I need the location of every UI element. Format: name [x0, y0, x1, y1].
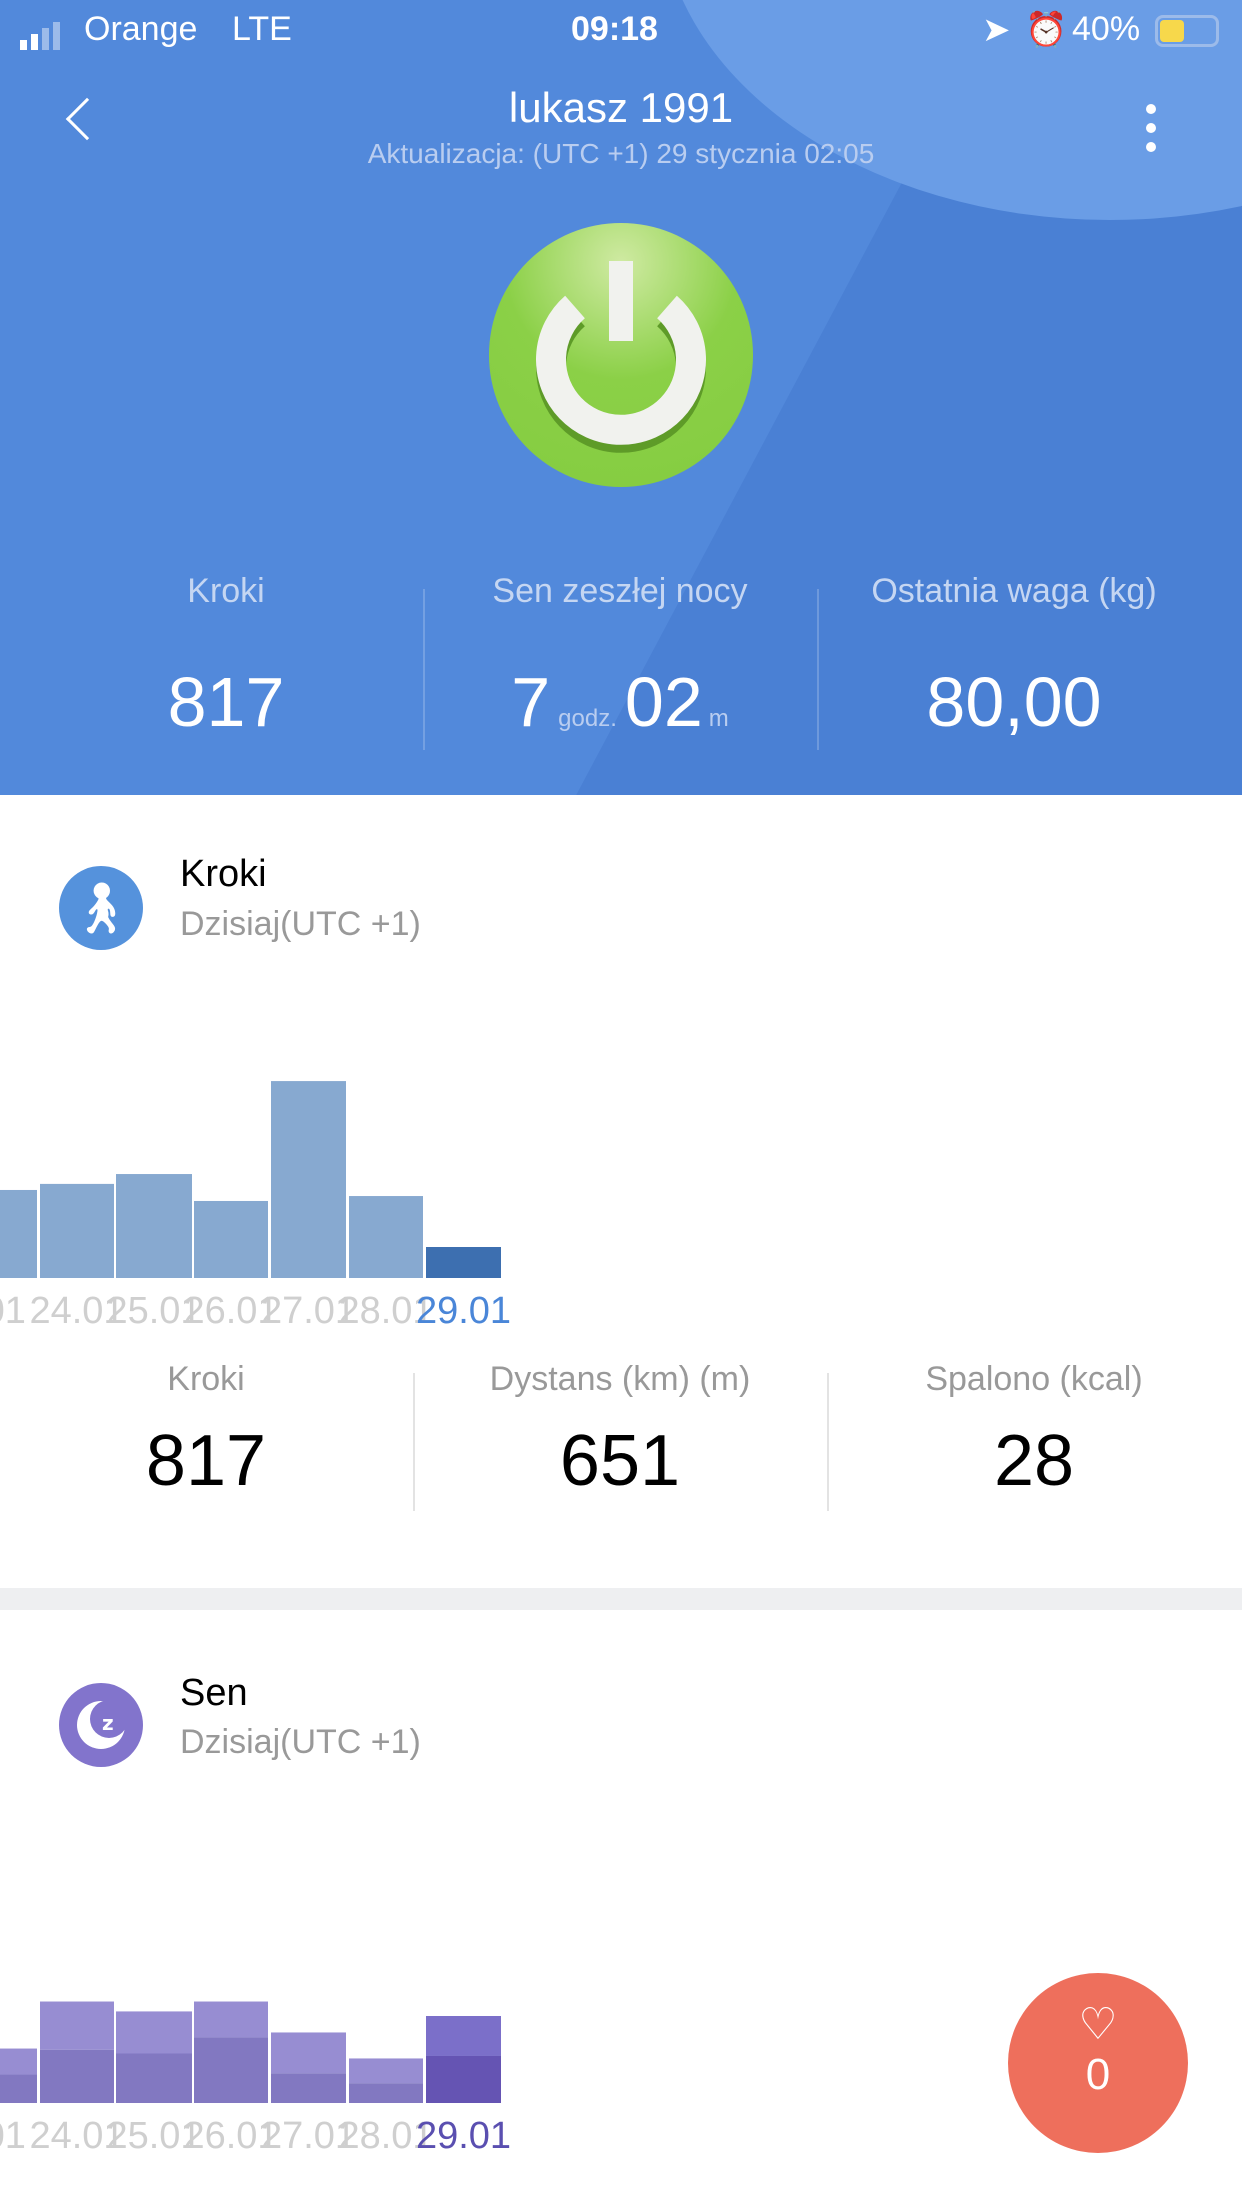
tick-label: 26.01	[183, 2115, 278, 2157]
sleep-deep-bar-27.01	[271, 2073, 346, 2103]
sleep-hours: 7	[511, 663, 551, 741]
sleep-deep-bar-24.01	[40, 2049, 114, 2103]
carrier: Orange	[84, 10, 198, 48]
sleep-deep-bar-28.01	[349, 2083, 423, 2103]
sleep-card-title: Sen	[180, 1672, 248, 1714]
tick-label: 25.01	[106, 1290, 201, 1332]
sleep-deep-bar-25.01	[116, 2053, 192, 2103]
sleep-deep-bar-26.01	[194, 2037, 268, 2103]
tick-label: 25.01	[106, 2115, 201, 2157]
steps-bar-23.01	[0, 1189, 37, 1278]
sleep-light-bar-26.01	[194, 2001, 268, 2038]
location-icon: ➤	[982, 11, 1011, 49]
sleep-light-bar-23.01	[0, 2048, 37, 2075]
battery-icon	[1155, 15, 1219, 47]
svg-text:z: z	[102, 1711, 114, 1735]
steps-card-subtitle: Dzisiaj(UTC +1)	[180, 905, 421, 943]
alarm-icon: ⏰	[1025, 11, 1068, 49]
sleep-deep-bar-23.01	[0, 2074, 37, 2103]
stat-value-steps: 817	[145, 1421, 267, 1501]
summary-header: Orange LTE 09:18 ➤ ⏰ 40% lukasz 1991 Akt…	[0, 0, 1242, 795]
tick-label: 29.01	[416, 2115, 511, 2157]
stat-label-distance: Dystans (km) (m)	[489, 1360, 751, 1398]
stat-value-calories: 28	[993, 1421, 1075, 1501]
hours-unit: godz.	[558, 705, 617, 732]
steps-bar-25.01	[116, 1174, 192, 1278]
tick-label: 29.01	[416, 1290, 511, 1332]
sleep-card-subtitle: Dzisiaj(UTC +1)	[180, 1723, 421, 1761]
weight-label: Ostatnia waga (kg)	[871, 572, 1157, 610]
heart-icon: ♡	[1078, 2000, 1118, 2049]
steps-bar-28.01	[349, 1196, 423, 1278]
tick-label: 26.01	[183, 1290, 278, 1332]
sleep-light-bar-25.01	[116, 2011, 192, 2054]
page-title: lukasz 1991	[508, 84, 734, 131]
tick-label: 28.01	[338, 1290, 433, 1332]
more-menu-button[interactable]	[1146, 104, 1158, 152]
walking-icon: 🚶︎	[59, 866, 143, 950]
sleep-value: 7 godz. 02 m	[420, 662, 820, 742]
sleep-light-bar-28.01	[349, 2058, 423, 2084]
steps-bar-26.01	[194, 1200, 268, 1278]
steps-value: 817	[167, 663, 285, 741]
stat-label-calories: Spalono (kcal)	[925, 1360, 1143, 1398]
section-separator	[0, 1588, 1242, 1610]
sleep-light-bar-29.01	[426, 2016, 501, 2056]
divider	[817, 589, 819, 750]
steps-card-title: Kroki	[180, 853, 267, 895]
tick-label: 28.01	[338, 2115, 433, 2157]
power-icon	[536, 261, 706, 453]
tick-label: .01	[0, 2115, 26, 2157]
tick-label: 24.01	[29, 2115, 124, 2157]
moon-icon: z	[59, 1683, 143, 1767]
last-update: Aktualizacja: (UTC +1) 29 stycznia 02:05	[367, 138, 875, 169]
divider	[423, 589, 425, 750]
sleep-deep-bar-29.01	[426, 2055, 501, 2103]
steps-bar-27.01	[271, 1081, 346, 1278]
sleep-minutes: 02	[624, 663, 703, 741]
sync-power-button[interactable]	[489, 223, 753, 487]
stat-label-steps: Kroki	[167, 1360, 245, 1398]
minutes-unit: m	[708, 705, 729, 732]
steps-card[interactable]: 🚶︎ Kroki Dzisiaj(UTC +1)	[0, 795, 1242, 1588]
network-type: LTE	[232, 10, 292, 48]
sleep-light-bar-24.01	[40, 2001, 114, 2050]
divider	[827, 1373, 829, 1511]
steps-label: Kroki	[187, 572, 265, 610]
battery-percent: 40%	[1072, 10, 1141, 48]
steps-bar-29.01	[426, 1247, 501, 1278]
tick-label: 27.01	[261, 1290, 356, 1332]
divider	[413, 1373, 415, 1511]
tick-label: 24.01	[29, 1290, 124, 1332]
sleep-light-bar-27.01	[271, 2032, 346, 2074]
signal-icon	[20, 22, 60, 50]
steps-bar-24.01	[40, 1183, 114, 1278]
sleep-card[interactable]: z Sen Dzisiaj(UTC +1)	[0, 1610, 1242, 2208]
like-button[interactable]: ♡ 0	[1008, 1973, 1188, 2153]
weight-value: 80,00	[926, 663, 1102, 741]
tick-label: 27.01	[261, 2115, 356, 2157]
stat-value-distance: 651	[559, 1421, 681, 1501]
clock: 09:18	[571, 10, 658, 48]
tick-label: .01	[0, 1290, 26, 1332]
sleep-label: Sen zeszłej nocy	[492, 572, 748, 610]
like-count: 0	[1085, 2050, 1111, 2099]
